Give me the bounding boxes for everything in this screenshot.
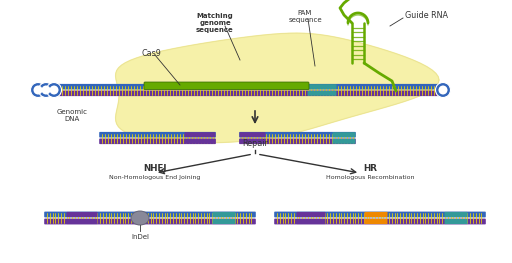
FancyBboxPatch shape — [184, 139, 216, 144]
FancyBboxPatch shape — [444, 212, 467, 217]
FancyBboxPatch shape — [365, 219, 388, 224]
Text: NHEJ: NHEJ — [143, 164, 167, 173]
FancyBboxPatch shape — [239, 132, 356, 138]
Circle shape — [41, 85, 51, 94]
FancyBboxPatch shape — [44, 219, 256, 224]
FancyBboxPatch shape — [296, 219, 326, 224]
Circle shape — [438, 85, 447, 94]
Text: Genomic
DNA: Genomic DNA — [56, 109, 88, 122]
Text: PAM
sequence: PAM sequence — [288, 10, 322, 23]
Circle shape — [436, 83, 451, 98]
FancyBboxPatch shape — [99, 132, 216, 138]
FancyBboxPatch shape — [308, 84, 336, 89]
FancyBboxPatch shape — [332, 132, 355, 137]
FancyBboxPatch shape — [296, 212, 326, 217]
Text: InDel: InDel — [131, 234, 149, 240]
FancyBboxPatch shape — [240, 139, 266, 144]
FancyBboxPatch shape — [44, 212, 256, 218]
FancyBboxPatch shape — [365, 212, 388, 217]
FancyBboxPatch shape — [99, 139, 216, 144]
Circle shape — [50, 85, 58, 94]
FancyBboxPatch shape — [212, 219, 236, 224]
FancyBboxPatch shape — [240, 132, 266, 137]
FancyBboxPatch shape — [274, 212, 486, 218]
FancyBboxPatch shape — [41, 84, 441, 89]
FancyBboxPatch shape — [212, 212, 236, 217]
FancyBboxPatch shape — [67, 212, 97, 217]
Text: Guide RNA: Guide RNA — [405, 12, 448, 21]
FancyBboxPatch shape — [67, 219, 97, 224]
Text: HR: HR — [363, 164, 377, 173]
FancyBboxPatch shape — [184, 132, 216, 137]
Text: Repair: Repair — [242, 139, 268, 148]
Circle shape — [38, 83, 53, 98]
FancyBboxPatch shape — [144, 82, 309, 89]
Circle shape — [47, 83, 61, 98]
FancyBboxPatch shape — [274, 219, 486, 224]
FancyBboxPatch shape — [239, 139, 356, 144]
FancyBboxPatch shape — [444, 219, 467, 224]
Circle shape — [33, 85, 42, 94]
Text: Cas9: Cas9 — [142, 48, 162, 58]
FancyBboxPatch shape — [41, 90, 441, 96]
Text: Non-Homologous End Joining: Non-Homologous End Joining — [110, 175, 201, 180]
Text: Matching
genome
sequence: Matching genome sequence — [196, 13, 234, 33]
Text: Homologous Recombination: Homologous Recombination — [326, 175, 414, 180]
Circle shape — [31, 83, 46, 98]
Polygon shape — [116, 33, 439, 143]
FancyBboxPatch shape — [332, 139, 355, 144]
FancyBboxPatch shape — [308, 91, 336, 96]
Ellipse shape — [131, 211, 149, 225]
